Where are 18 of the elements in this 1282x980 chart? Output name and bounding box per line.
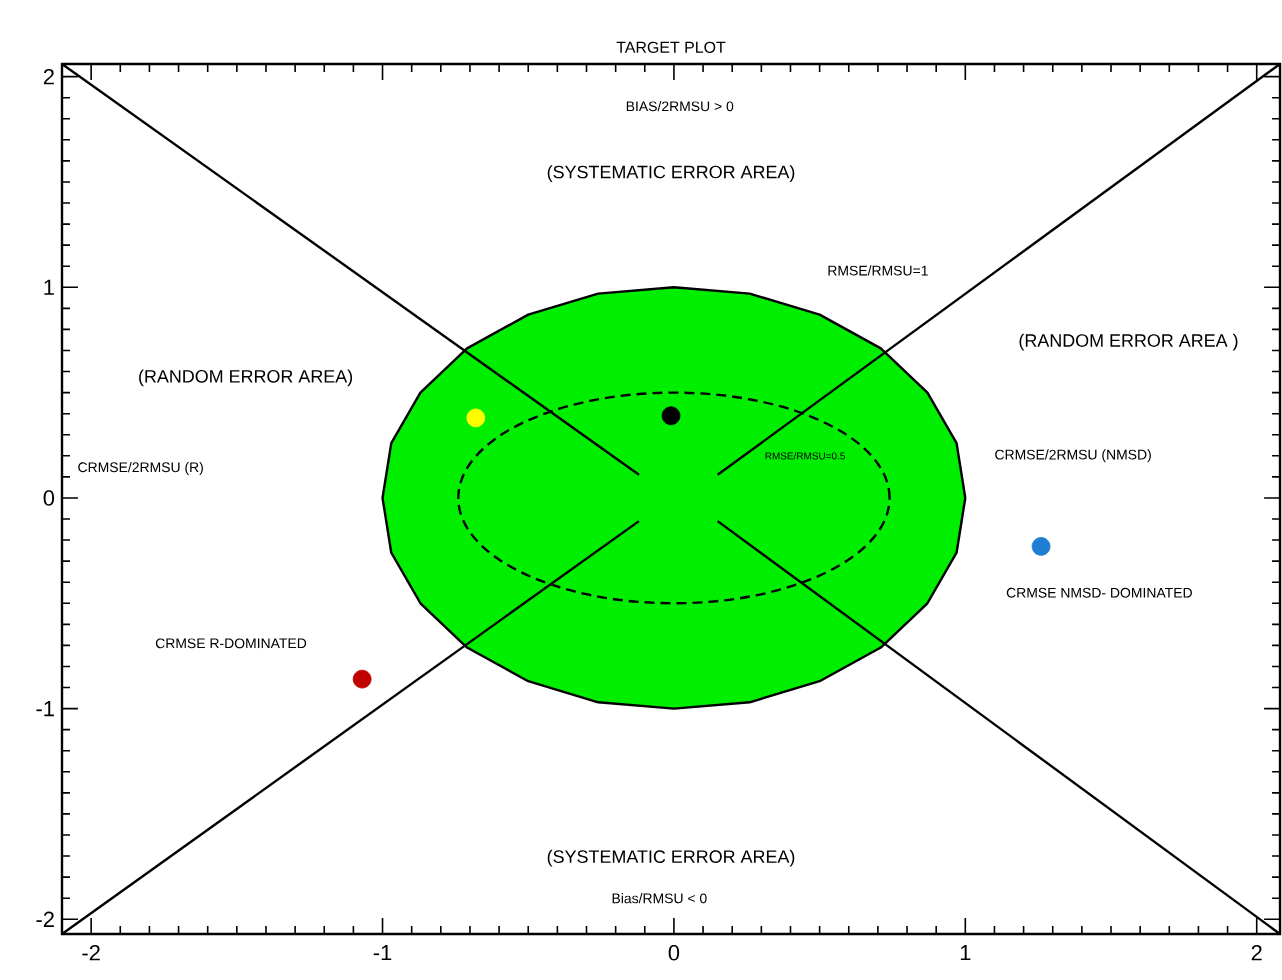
y-tick-label: 1: [44, 279, 54, 295]
point: [466, 408, 486, 428]
x-tick-label: 2: [1251, 945, 1262, 961]
annotation: (SYSTEMATIC ERROR AREA): [547, 849, 795, 867]
x-tick-label: 0: [668, 945, 680, 961]
point: [661, 406, 681, 426]
y-tick-label: -1: [36, 701, 54, 717]
x-tick-label: -1: [373, 945, 392, 961]
y-tick-label: -2: [36, 911, 54, 927]
annotation: (SYSTEMATIC ERROR AREA): [547, 165, 795, 182]
x-tick-label: -2: [82, 945, 100, 961]
y-tick-label: 2: [43, 69, 54, 85]
annotation: (RANDOM ERROR AREA ): [1019, 333, 1238, 351]
x-tick-label: 1: [960, 945, 971, 961]
point: [1031, 537, 1051, 556]
point: [352, 669, 372, 689]
y-tick-label: 0: [43, 490, 55, 506]
annotation: (RANDOM ERROR AREA): [139, 369, 353, 387]
